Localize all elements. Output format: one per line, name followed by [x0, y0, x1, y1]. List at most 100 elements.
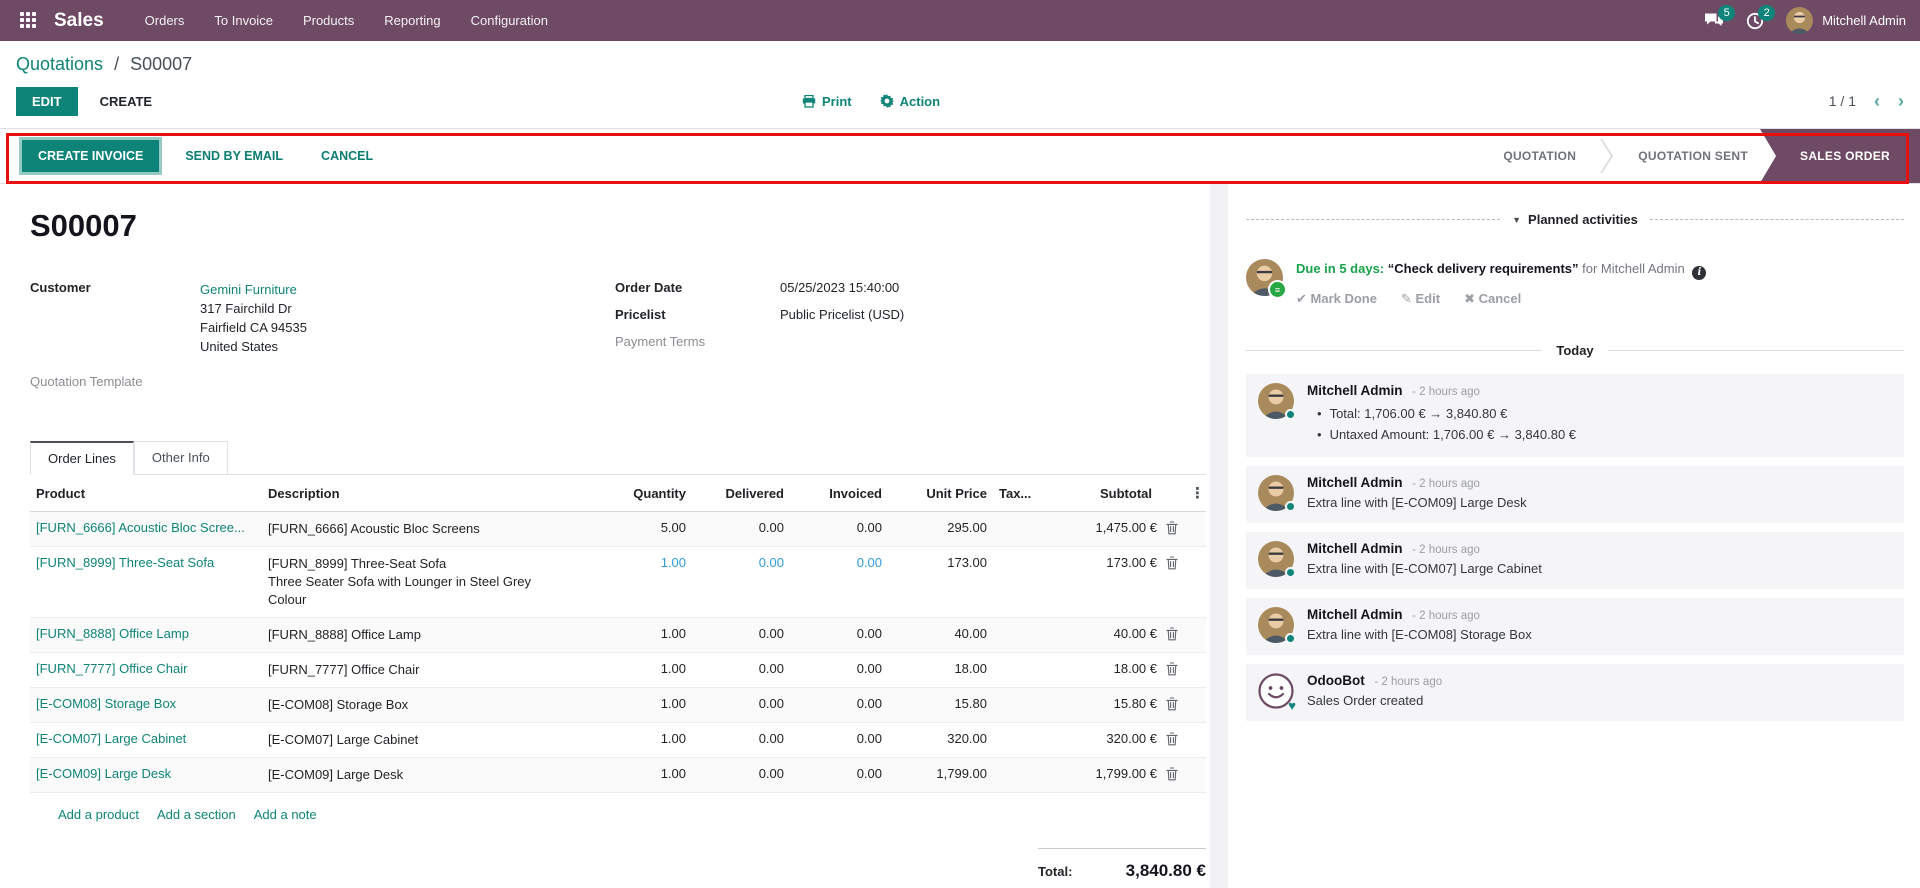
menu-products[interactable]: Products	[302, 13, 355, 28]
heart-icon: ♥	[1288, 698, 1296, 713]
activities-icon[interactable]: 2	[1746, 4, 1776, 30]
add-a-note-link[interactable]: Add a note	[253, 807, 317, 822]
table-row[interactable]: [E-COM09] Large Desk [E-COM09] Large Des…	[30, 757, 1206, 793]
message-author[interactable]: Mitchell Admin	[1307, 475, 1403, 490]
cell-invoiced: 0.00	[790, 722, 888, 758]
delete-row-icon[interactable]	[1166, 555, 1178, 570]
message-author[interactable]: OdooBot	[1307, 673, 1365, 688]
form-fields: Customer Gemini Furniture 317 Fairchild …	[30, 280, 1210, 401]
column-header-product: Product	[30, 475, 262, 512]
cell-description: [FURN_8999] Three-Seat Sofa Three Seater …	[262, 546, 607, 618]
column-header-tax: Tax...	[993, 475, 1051, 512]
activity-edit-label: Edit	[1415, 291, 1441, 306]
add-a-section-link[interactable]: Add a section	[156, 807, 236, 822]
cell-quantity: 1.00	[607, 546, 692, 618]
cell-product[interactable]: [FURN_8999] Three-Seat Sofa	[30, 546, 262, 618]
menu-to-invoice[interactable]: To Invoice	[214, 13, 273, 28]
total-value: 3,840.80 €	[1125, 861, 1206, 880]
control-panel: Quotations / S00007 EDIT CREATE Print Ac…	[0, 41, 1920, 128]
cell-description: [FURN_8888] Office Lamp	[262, 617, 607, 653]
tab-order-lines[interactable]: Order Lines	[30, 441, 134, 475]
cell-product[interactable]: [E-COM07] Large Cabinet	[30, 722, 262, 758]
create-invoice-button[interactable]: CREATE INVOICE	[22, 140, 160, 172]
menu-configuration[interactable]: Configuration	[470, 13, 548, 28]
stage-quotation[interactable]: QUOTATION	[1503, 149, 1577, 163]
tab-other-info[interactable]: Other Info	[133, 441, 228, 475]
breadcrumb-quotations[interactable]: Quotations	[16, 54, 104, 74]
cell-delivered: 0.00	[692, 511, 790, 547]
table-row[interactable]: [FURN_8888] Office Lamp [FURN_8888] Offi…	[30, 617, 1206, 653]
message-timestamp: - 2 hours ago	[1412, 478, 1480, 490]
optional-columns-icon[interactable]: ⋮	[1190, 485, 1205, 502]
line-add-links: Add a product Add a section Add a note	[30, 807, 1210, 822]
table-row[interactable]: [E-COM08] Storage Box [E-COM08] Storage …	[30, 687, 1206, 723]
pager-previous-icon[interactable]: ‹	[1874, 91, 1880, 111]
create-button[interactable]: CREATE	[86, 88, 166, 115]
stage-sales-order[interactable]: SALES ORDER	[1760, 129, 1920, 183]
cell-product[interactable]: [E-COM08] Storage Box	[30, 687, 262, 723]
print-label: Print	[822, 93, 852, 109]
message-timestamp: - 2 hours ago	[1412, 610, 1480, 622]
column-header-delivered: Delivered	[692, 475, 790, 512]
delete-row-icon[interactable]	[1166, 731, 1178, 746]
today-label: Today	[1556, 343, 1594, 358]
chatter-message: Mitchell Admin - 2 hours ago Extra line …	[1246, 598, 1904, 655]
cell-subtotal: 1,475.00 €	[1051, 511, 1184, 547]
add-a-product-link[interactable]: Add a product	[58, 807, 139, 822]
delete-row-icon[interactable]	[1166, 696, 1178, 711]
cell-description: [FURN_7777] Office Chair	[262, 652, 607, 688]
cell-description: [E-COM08] Storage Box	[262, 687, 607, 723]
edit-button[interactable]: EDIT	[16, 86, 78, 116]
cell-unit-price: 40.00	[888, 617, 993, 653]
pricelist-label: Pricelist	[615, 307, 666, 322]
delete-row-icon[interactable]	[1166, 520, 1178, 535]
cell-optional	[1184, 652, 1206, 688]
info-icon[interactable]: i	[1692, 266, 1707, 280]
table-row[interactable]: [FURN_6666] Acoustic Bloc Scree... [FURN…	[30, 511, 1206, 547]
app-name[interactable]: Sales	[54, 9, 104, 31]
column-header-unitprice: Unit Price	[888, 475, 993, 512]
delete-row-icon[interactable]	[1166, 766, 1178, 781]
stage-quotation-sent[interactable]: QUOTATION SENT	[1638, 149, 1749, 163]
pager-next-icon[interactable]: ›	[1898, 91, 1904, 111]
cell-unit-price: 1,799.00	[888, 757, 993, 793]
cell-product[interactable]: [E-COM09] Large Desk	[30, 757, 262, 793]
activity-cancel-button[interactable]: ✖ Cancel	[1464, 291, 1522, 306]
message-author[interactable]: Mitchell Admin	[1307, 541, 1403, 556]
cell-product[interactable]: [FURN_8888] Office Lamp	[30, 617, 262, 653]
cell-product[interactable]: [FURN_7777] Office Chair	[30, 652, 262, 688]
messages-icon[interactable]: 5	[1704, 5, 1736, 29]
send-by-email-button[interactable]: SEND BY EMAIL	[173, 141, 295, 171]
delete-row-icon[interactable]	[1166, 626, 1178, 641]
planned-activities-header: ▼ Planned activities	[1246, 212, 1904, 227]
message-author[interactable]: Mitchell Admin	[1307, 383, 1403, 398]
stage-chevron-icon	[1600, 129, 1614, 183]
message-body: Extra line with [E-COM07] Large Cabinet	[1307, 561, 1542, 576]
pager-count: 1 / 1	[1828, 93, 1856, 109]
cell-unit-price: 15.80	[888, 687, 993, 723]
cell-optional	[1184, 757, 1206, 793]
cancel-button[interactable]: CANCEL	[309, 141, 385, 171]
table-row[interactable]: [E-COM07] Large Cabinet [E-COM07] Large …	[30, 722, 1206, 758]
mark-done-button[interactable]: ✔ Mark Done	[1296, 291, 1377, 306]
message-author[interactable]: Mitchell Admin	[1307, 607, 1403, 622]
apps-grid-icon[interactable]	[20, 11, 38, 30]
action-button[interactable]: Action	[879, 93, 941, 109]
menu-reporting[interactable]: Reporting	[384, 13, 441, 28]
online-status-dot	[1285, 501, 1296, 512]
customer-value: Gemini Furniture 317 Fairchild Dr Fairfie…	[200, 280, 307, 356]
customer-link[interactable]: Gemini Furniture	[200, 282, 297, 297]
message-timestamp: - 2 hours ago	[1412, 544, 1480, 556]
total-box: Total: 3,840.80 €	[1038, 848, 1206, 881]
table-row[interactable]: [FURN_7777] Office Chair [FURN_7777] Off…	[30, 652, 1206, 688]
delete-row-icon[interactable]	[1166, 661, 1178, 676]
tracking-change: Total: 1,706.00 € → 3,840.80 €	[1307, 403, 1576, 424]
print-button[interactable]: Print	[802, 94, 852, 109]
planned-activities-toggle[interactable]: ▼ Planned activities	[1512, 212, 1638, 227]
table-row[interactable]: [FURN_8999] Three-Seat Sofa [FURN_8999] …	[30, 546, 1206, 618]
menu-orders[interactable]: Orders	[144, 13, 185, 28]
user-menu[interactable]: Mitchell Admin	[1786, 7, 1906, 34]
activity-edit-button[interactable]: ✎ Edit	[1400, 291, 1441, 306]
cell-product[interactable]: [FURN_6666] Acoustic Bloc Scree...	[30, 511, 262, 547]
action-label: Action	[899, 93, 941, 109]
